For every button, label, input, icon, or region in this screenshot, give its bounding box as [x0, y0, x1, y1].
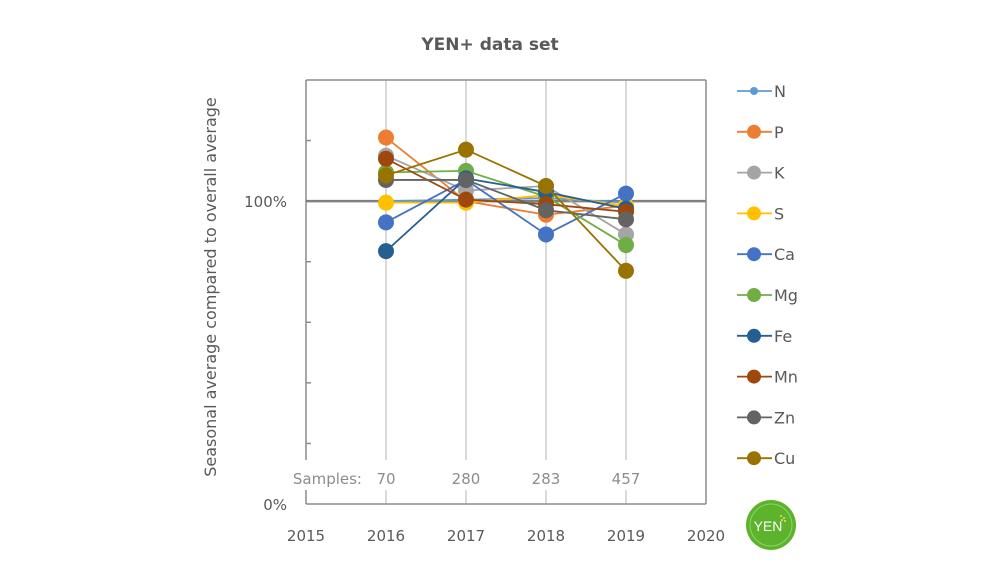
chart-title: YEN+ data set [420, 35, 558, 55]
legend-label: Fe [774, 327, 792, 346]
legend-item-mn: Mn [737, 368, 798, 387]
series-line-k [385, 154, 627, 236]
logo-circle [746, 500, 796, 550]
series-line-fe [385, 177, 627, 252]
x-tick-label: 2019 [607, 527, 645, 545]
legend-marker [747, 165, 761, 180]
legend-marker [750, 87, 758, 95]
legend-label: P [774, 123, 784, 142]
legend-label: S [774, 204, 784, 223]
logo-text: YEN [754, 518, 783, 534]
series-cu [378, 141, 634, 279]
y-axis-label: Seasonal average compared to overall ave… [201, 97, 220, 477]
grid-lines [385, 80, 627, 504]
x-tick-label: 2020 [687, 527, 725, 545]
data-point-zn [458, 171, 474, 188]
data-point-ca [618, 185, 634, 202]
legend-item-cu: Cu [737, 449, 795, 468]
data-point-mn [378, 150, 394, 167]
y-tick-label: 100% [244, 193, 287, 211]
legend-label: Cu [774, 449, 795, 468]
logo-ring [749, 503, 793, 547]
samples-count: 283 [532, 470, 561, 488]
axes [305, 79, 707, 505]
samples-row: Samples: 70 280 283 457 [293, 470, 640, 488]
legend-label: Zn [774, 408, 795, 427]
samples-count: 457 [612, 470, 641, 488]
legend-label: Mn [774, 368, 798, 387]
legend: N P K S Ca Mg Fe Mn Zn Cu [737, 82, 798, 468]
legend-marker [747, 369, 761, 384]
data-point-mg [618, 237, 634, 254]
legend-marker [747, 451, 761, 466]
series-ca [378, 171, 634, 243]
data-point-s [378, 194, 394, 211]
legend-label: Mg [774, 286, 798, 305]
data-point-cu [378, 167, 394, 184]
x-tick-label: 2016 [367, 527, 405, 545]
data-point-cu [538, 178, 554, 194]
data-point-zn [618, 211, 634, 228]
legend-item-zn: Zn [737, 408, 795, 427]
legend-label: K [774, 164, 785, 183]
legend-item-p: P [737, 123, 784, 142]
legend-marker [747, 247, 761, 262]
data-point-zn [538, 202, 554, 219]
y-tick-label: 0% [263, 496, 287, 514]
data-point-p [378, 129, 394, 146]
y-tick-labels: 0% 100% [244, 193, 287, 514]
legend-marker [747, 328, 761, 343]
legend-item-k: K [737, 164, 785, 183]
legend-label: N [774, 82, 786, 101]
x-tick-label: 2017 [447, 527, 485, 545]
legend-item-n: N [737, 82, 786, 101]
x-tick-label: 2015 [287, 527, 325, 545]
legend-item-s: S [737, 204, 784, 223]
logo-stars-icon [780, 515, 786, 522]
data-point-ca [378, 214, 394, 231]
yen-logo: YEN [746, 500, 796, 550]
series-line-mg [385, 169, 627, 246]
data-point-cu [458, 141, 474, 158]
legend-item-mg: Mg [737, 286, 798, 305]
legend-marker [747, 288, 761, 302]
samples-count: 280 [452, 470, 481, 488]
data-point-mn [458, 191, 474, 208]
legend-item-ca: Ca [737, 245, 795, 264]
x-tick-labels: 2015 2016 2017 2018 2019 2020 [287, 527, 725, 545]
series-group [378, 129, 634, 279]
data-point-ca [538, 226, 554, 243]
data-point-fe [378, 243, 394, 260]
legend-label: Ca [774, 245, 795, 264]
samples-label: Samples: [293, 470, 362, 488]
legend-item-fe: Fe [737, 327, 792, 346]
x-tick-label: 2018 [527, 527, 565, 545]
series-line-cu [385, 148, 627, 272]
legend-marker [747, 206, 761, 221]
samples-count: 70 [376, 470, 395, 488]
legend-marker [747, 410, 761, 425]
legend-marker [747, 124, 761, 139]
series-line-zn [386, 179, 627, 221]
data-point-cu [618, 262, 634, 279]
